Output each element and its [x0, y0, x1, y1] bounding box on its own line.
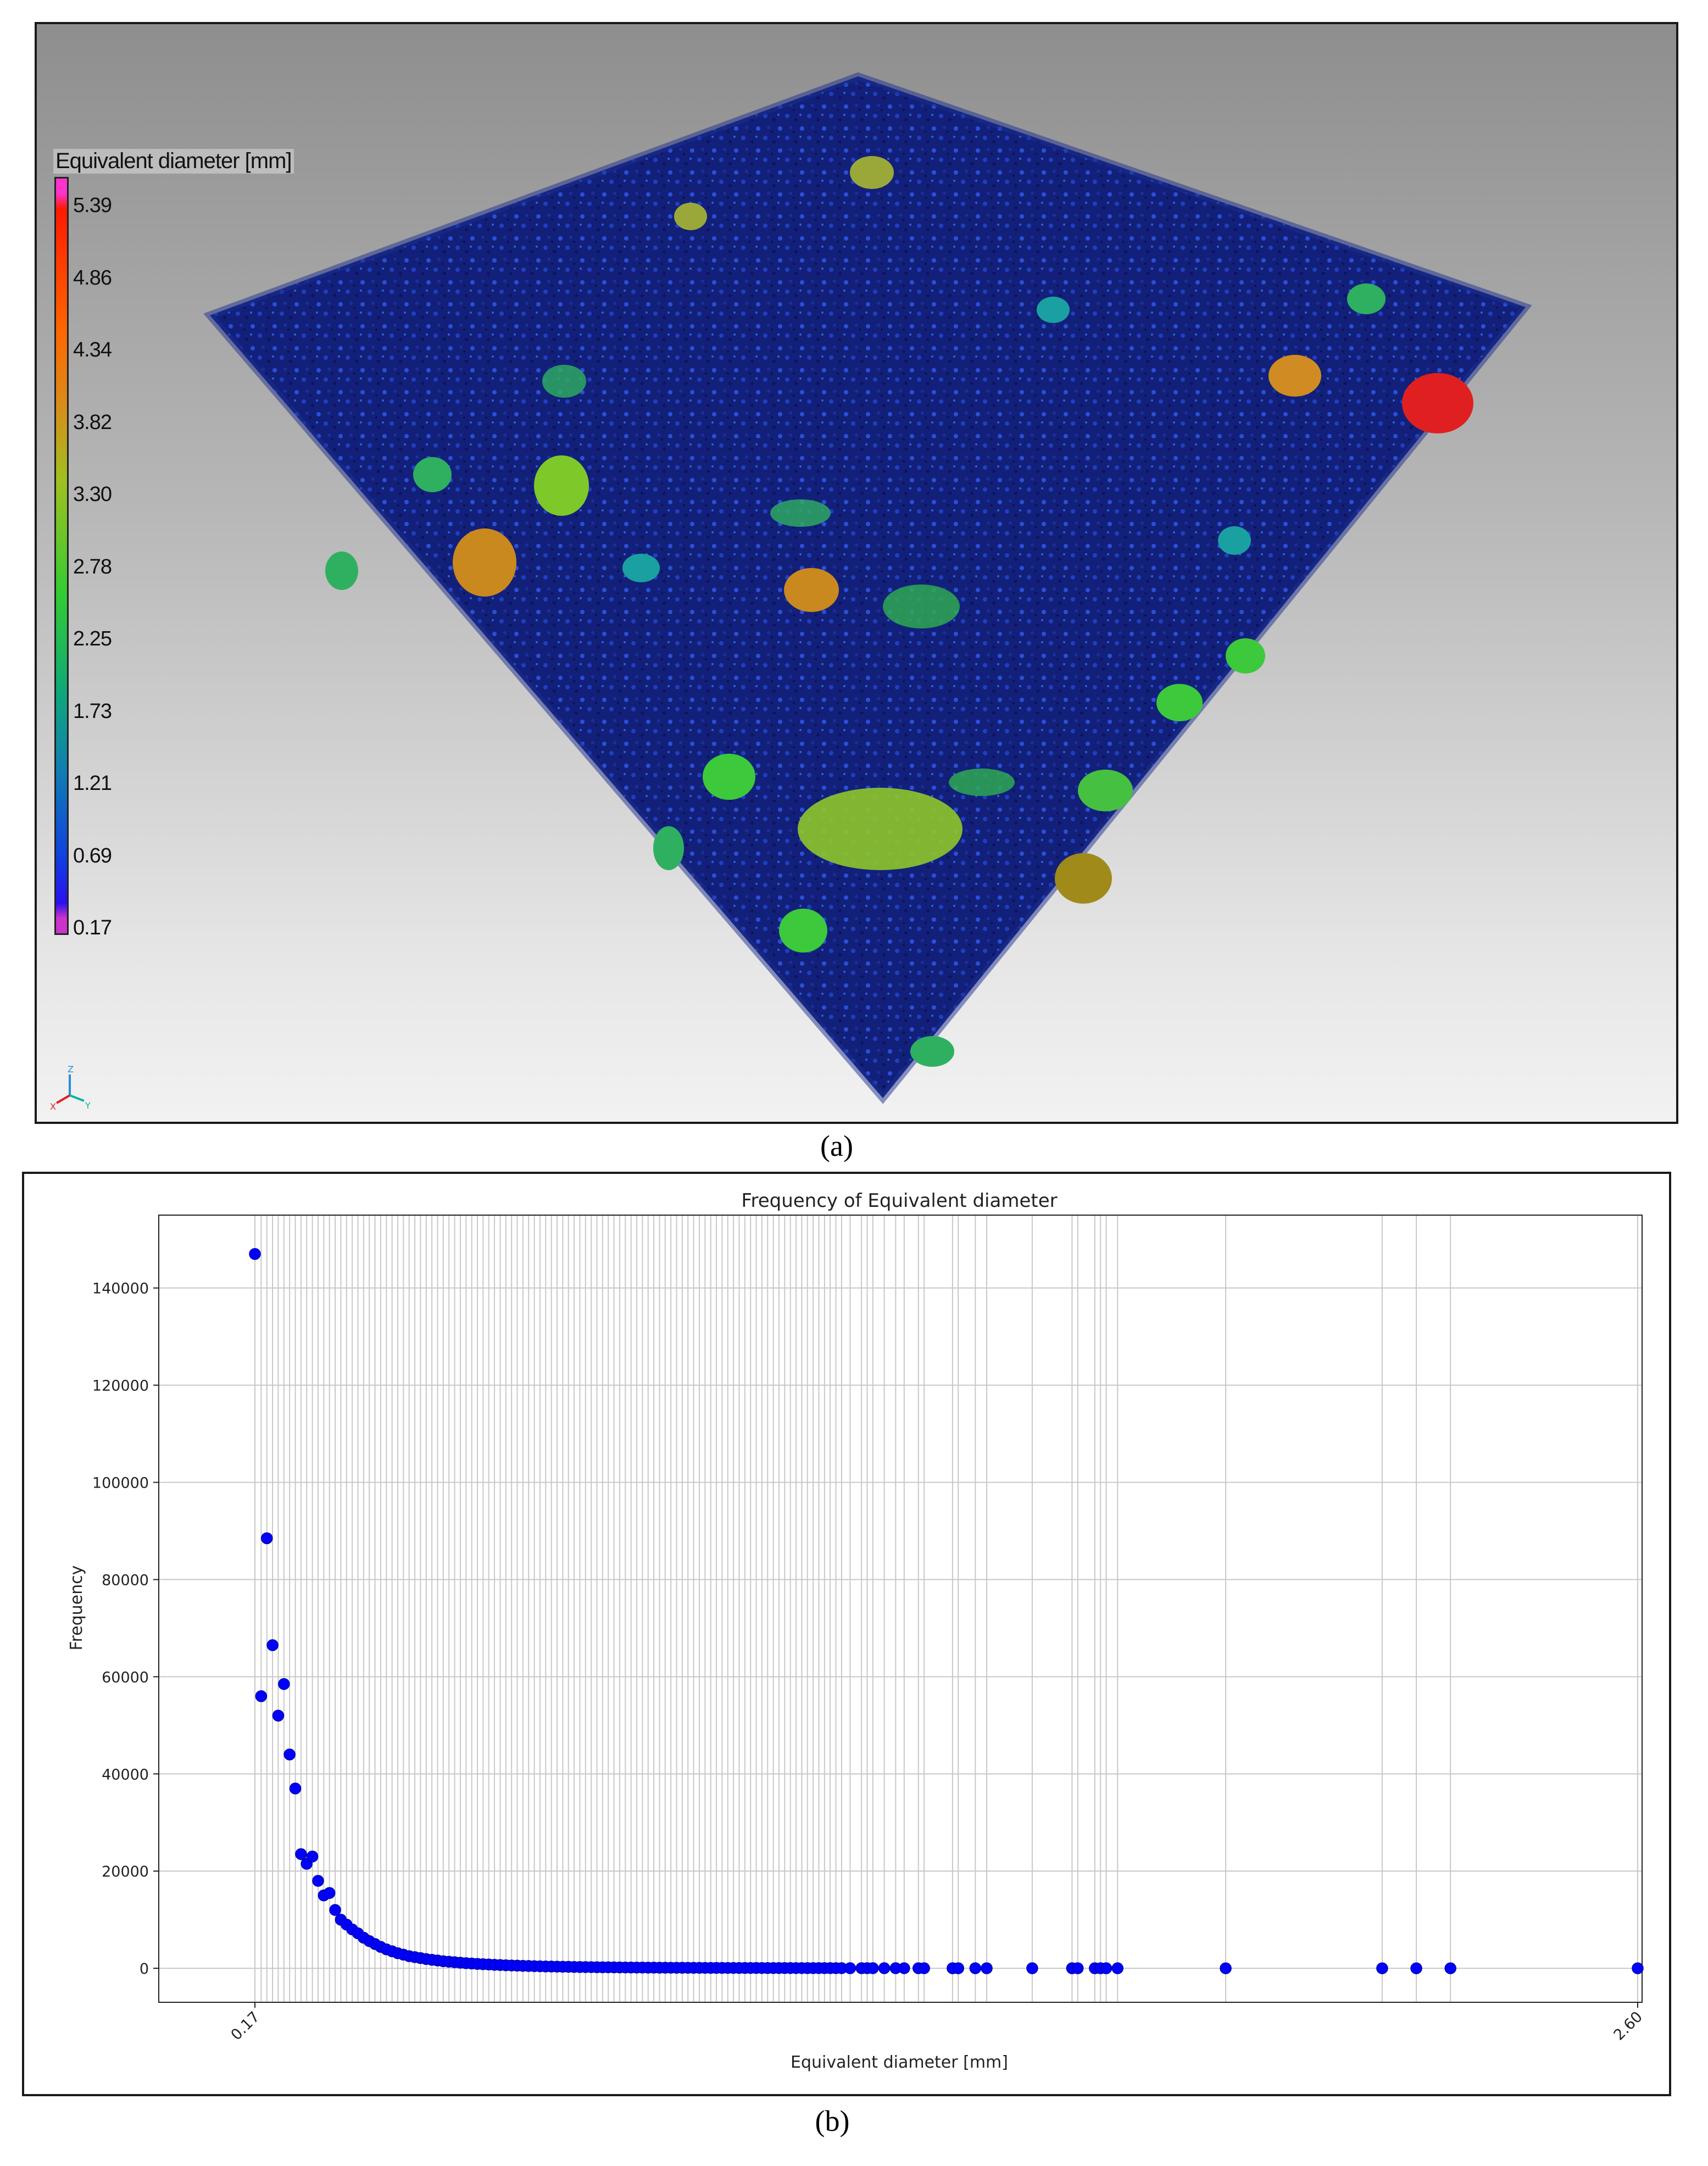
data-point	[323, 1887, 336, 1899]
x-tick-label: 0.17	[228, 2008, 263, 2043]
plot-area	[158, 1215, 1643, 2003]
colorbar-label: 2.78	[73, 555, 112, 578]
data-point	[952, 1962, 965, 1974]
colorbar-label: 2.25	[73, 627, 112, 650]
data-point	[918, 1962, 930, 1974]
data-point	[255, 1690, 268, 1702]
colorbar-label: 1.73	[73, 700, 112, 723]
colorbar-label: 4.86	[73, 266, 112, 289]
colorbar-label: 0.69	[73, 844, 112, 867]
data-point	[283, 1749, 296, 1761]
panel-a-caption: (a)	[820, 1129, 853, 1162]
frequency-chart: Frequency of Equivalent diameter 0 20000 4…	[67, 1190, 1646, 2072]
data-point	[1410, 1962, 1422, 1974]
y-tick-label: 20000	[102, 1863, 149, 1880]
data-point	[844, 1962, 856, 1974]
axes-triad-icon: Z X Y	[50, 1064, 91, 1112]
data-point	[878, 1962, 891, 1974]
data-point	[1632, 1962, 1644, 1974]
y-tick-label: 100000	[92, 1475, 149, 1492]
data-point	[1444, 1962, 1456, 1974]
data-point	[1100, 1962, 1112, 1974]
data-point	[278, 1678, 290, 1690]
colorbar	[54, 177, 69, 935]
data-point	[312, 1875, 324, 1887]
y-tick-label: 120000	[92, 1378, 149, 1395]
triad-z-label: Z	[68, 1064, 74, 1074]
data-point	[295, 1848, 307, 1860]
colorbar-title: Equivalent diameter [mm]	[53, 149, 294, 174]
colorbar-label: 3.30	[73, 483, 112, 506]
colorbar-label: 0.17	[73, 916, 112, 939]
data-point	[867, 1962, 879, 1974]
sample-block	[210, 76, 1526, 1098]
data-point	[266, 1639, 279, 1651]
triad-y-label: Y	[85, 1100, 91, 1111]
data-point	[898, 1962, 910, 1974]
data-point	[1220, 1962, 1232, 1974]
x-axis-label: Equivalent diameter [mm]	[791, 2053, 1008, 2072]
y-tick-label: 140000	[92, 1280, 149, 1298]
x-axis-ticks: 0.17 2.60	[228, 2002, 1646, 2043]
scatter-points	[249, 1248, 1644, 1974]
chart-title: Frequency of Equivalent diameter	[741, 1190, 1057, 1212]
colorbar-label: 3.82	[73, 411, 112, 434]
colorbar-label: 5.39	[73, 194, 112, 217]
data-point	[306, 1850, 319, 1863]
x-tick-label: 2.60	[1611, 2008, 1646, 2043]
panel-b-caption: (b)	[815, 2104, 850, 2137]
data-point	[1376, 1962, 1388, 1974]
data-point	[329, 1904, 341, 1916]
y-tick-label: 80000	[102, 1572, 149, 1589]
pore-volume-render	[203, 72, 1532, 1104]
data-point	[1072, 1962, 1084, 1974]
y-tick-label: 60000	[102, 1669, 149, 1686]
volume-render-panel: Equivalent diameter [mm] 5.39 4.86 4.34 …	[35, 22, 1678, 1124]
y-axis-label: Frequency	[67, 1566, 86, 1651]
y-tick-label: 0	[140, 1961, 149, 1978]
grid-lines	[159, 1215, 1642, 2002]
data-point	[969, 1962, 982, 1974]
y-axis-ticks: 0 20000 40000 60000 80000 100000 120000 140000	[92, 1280, 159, 1978]
triad-x-label: X	[50, 1101, 56, 1112]
data-point	[272, 1710, 285, 1722]
colorbar-label: 4.34	[73, 338, 112, 361]
colorbar-label: 1.21	[73, 772, 112, 795]
data-point	[261, 1532, 273, 1544]
data-point	[1026, 1962, 1038, 1974]
data-point	[981, 1962, 993, 1974]
data-point	[249, 1248, 261, 1260]
y-tick-label: 40000	[102, 1766, 149, 1783]
data-point	[1111, 1962, 1124, 1974]
large-pores	[325, 156, 1473, 1067]
data-point	[289, 1783, 302, 1795]
frequency-chart-panel: Frequency of Equivalent diameter 0 20000 4…	[22, 1172, 1671, 2096]
